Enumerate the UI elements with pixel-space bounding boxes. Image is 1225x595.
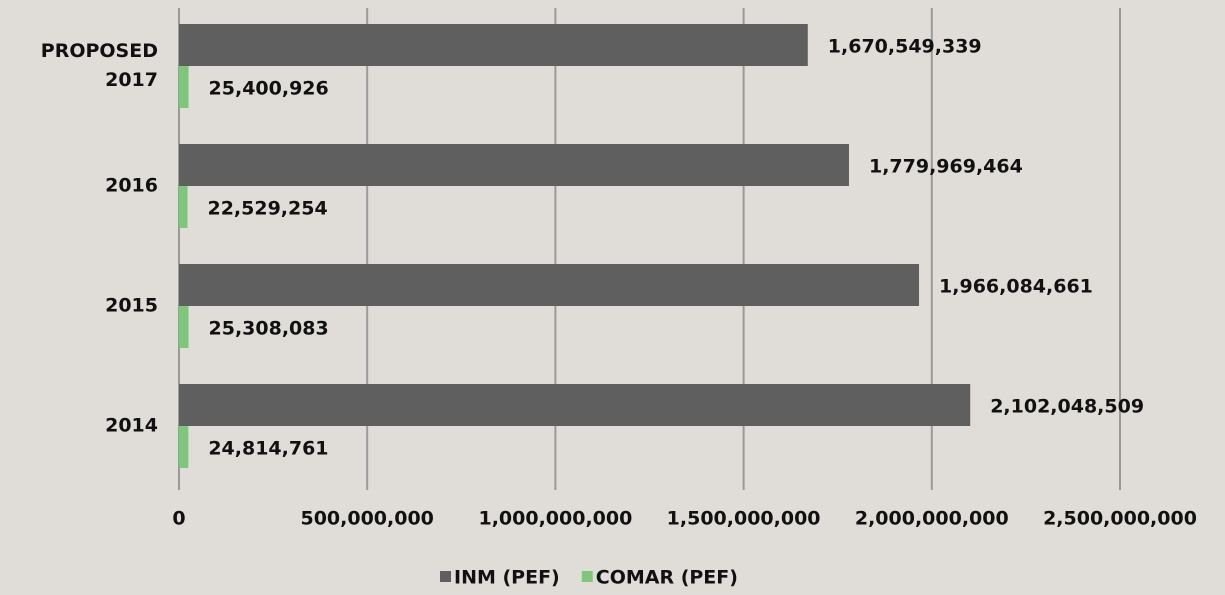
bar xyxy=(179,144,849,186)
bar xyxy=(179,306,189,348)
y-tick-label: 2014 xyxy=(105,414,158,437)
data-label: 1,779,969,464 xyxy=(869,156,1023,178)
data-label: 22,529,254 xyxy=(207,198,327,220)
x-tick-label: 0 xyxy=(172,508,185,530)
data-label: 1,966,084,661 xyxy=(939,276,1093,298)
bar xyxy=(179,186,188,228)
bar xyxy=(179,264,920,306)
legend-swatch xyxy=(581,571,593,582)
legend-label: INM (PEF) xyxy=(454,567,560,589)
y-tick-label: 2016 xyxy=(105,174,158,197)
data-label: 25,308,083 xyxy=(209,318,329,340)
data-label: 1,670,549,339 xyxy=(828,36,982,58)
y-tick-label: 2015 xyxy=(105,294,158,317)
bar xyxy=(179,24,808,66)
bar xyxy=(179,384,971,426)
x-tick-label: 2,500,000,000 xyxy=(1043,508,1197,530)
x-tick-label: 500,000,000 xyxy=(300,508,433,530)
data-label: 2,102,048,509 xyxy=(990,396,1144,418)
bar xyxy=(179,426,189,468)
bar xyxy=(179,66,189,108)
x-tick-label: 1,500,000,000 xyxy=(667,508,821,530)
legend-swatch xyxy=(440,571,451,582)
data-label: 24,814,761 xyxy=(208,438,328,460)
legend-label: COMAR (PEF) xyxy=(596,567,738,589)
x-tick-label: 1,000,000,000 xyxy=(478,508,632,530)
data-label: 25,400,926 xyxy=(209,78,329,100)
y-tick-label: PROPOSED 2017 xyxy=(40,40,158,91)
x-tick-label: 2,000,000,000 xyxy=(855,508,1009,530)
